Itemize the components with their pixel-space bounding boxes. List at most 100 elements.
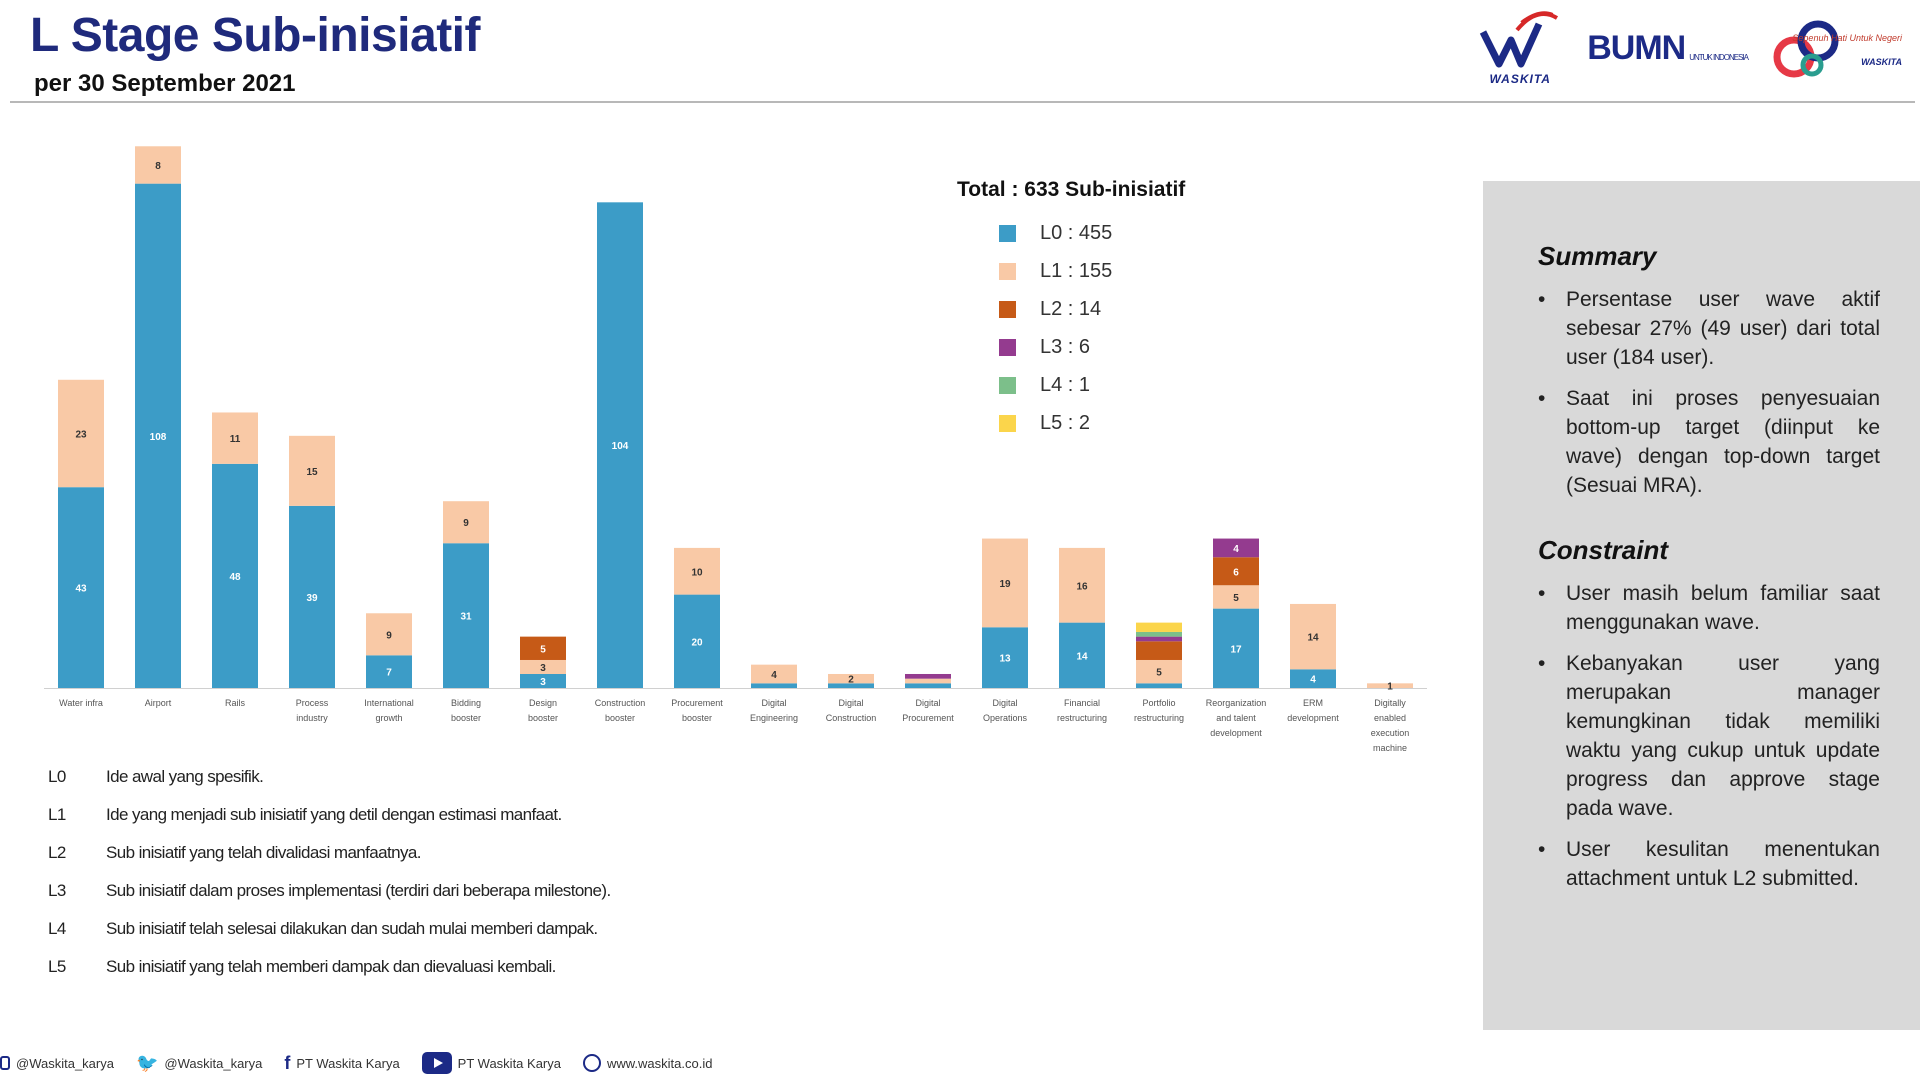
bar-segment-l0 — [520, 673, 566, 688]
data-label: 7 — [386, 668, 392, 679]
x-tick-label: Water infra — [59, 698, 103, 708]
footer-twitter[interactable]: 🐦 @Waskita_karya — [136, 1053, 262, 1074]
legend-item: L5 : 2 — [957, 404, 1185, 442]
legend-item: L2 : 14 — [957, 290, 1185, 328]
definition-text: Ide awal yang spesifik. — [106, 767, 264, 786]
bar-segment-l1 — [1213, 585, 1259, 609]
header-divider — [10, 101, 1915, 103]
definition-level: L1 — [48, 805, 66, 824]
twitter-icon: 🐦 — [135, 1052, 159, 1073]
globe-icon — [582, 1054, 601, 1072]
data-label: 15 — [306, 467, 318, 478]
footer-instagram[interactable]: @Waskita_karya — [0, 1056, 114, 1071]
bar-segment-l0 — [751, 683, 797, 688]
summary-panel: Summary Persentase user wave aktif sebes… — [1483, 181, 1920, 1030]
legend-label: L5 : 2 — [1040, 411, 1091, 434]
bar-segment-l1 — [828, 673, 874, 684]
x-tick-label: Digital Engineering — [750, 698, 798, 723]
definition-level: L2 — [48, 843, 66, 862]
data-label: 19 — [999, 579, 1011, 590]
constraint-heading: Constraint — [1538, 535, 1668, 565]
x-tick-label: Digital Construction — [826, 698, 877, 723]
x-tick-label: Digital Procurement — [902, 698, 954, 723]
anniversary-brand: WASKITA — [1861, 57, 1902, 67]
summary-item: Persentase user wave aktif sebesar 27% (… — [1538, 285, 1880, 372]
data-label: 16 — [1076, 581, 1088, 592]
x-tick-label: Financial restructuring — [1057, 698, 1107, 723]
instagram-handle: @Waskita_karya — [16, 1055, 114, 1071]
legend-swatch — [999, 338, 1016, 356]
bar-segment-l2 — [1136, 641, 1182, 660]
bumn-logo: BUMN UNTUK INDONESIA — [1587, 29, 1749, 68]
bar-segment-l0 — [1059, 622, 1105, 688]
x-tick-label: Reorganization and talent development — [1206, 698, 1267, 738]
data-label: 6 — [1233, 567, 1239, 578]
definition-text: Sub inisiatif yang telah divalidasi manf… — [106, 843, 421, 862]
bar-segment-l0 — [1213, 608, 1259, 688]
bar-segment-l1 — [1059, 547, 1105, 623]
bar-segment-l1 — [135, 146, 181, 184]
legend-label: L3 : 6 — [1040, 335, 1091, 358]
data-label: 5 — [1233, 593, 1239, 604]
x-tick-label: Design booster — [528, 698, 558, 723]
data-label: 8 — [155, 161, 161, 172]
footer-youtube[interactable]: PT Waskita Karya — [421, 1052, 561, 1074]
data-label: 4 — [1233, 544, 1239, 555]
legend-item: L0 : 455 — [957, 214, 1185, 252]
definition-row: L2 Sub inisiatif yang telah divalidasi ma… — [48, 834, 611, 872]
bar-segment-l0 — [289, 505, 335, 688]
data-label: 17 — [1230, 644, 1242, 655]
x-tick-label: Bidding booster — [451, 698, 481, 723]
data-label: 20 — [691, 637, 703, 648]
data-label: 104 — [612, 441, 629, 452]
definition-text: Sub inisiatif telah selesai dilakukan da… — [106, 919, 598, 938]
data-label: 48 — [229, 572, 241, 583]
twitter-handle: @Waskita_karya — [164, 1055, 263, 1071]
footer-social: @Waskita_karya 🐦 @Waskita_karya f PT Was… — [0, 1052, 712, 1074]
bar-segment-l1 — [1136, 659, 1182, 684]
facebook-icon: f — [284, 1052, 291, 1073]
data-label: 9 — [463, 518, 469, 529]
bar-segment-l0 — [58, 487, 104, 688]
data-label: 3 — [540, 677, 546, 688]
definition-level: L5 — [48, 957, 66, 976]
stacked-bar-chart: 43 23 Water infra 108 8 Airport 48 11 Rails 39 15 P… — [0, 105, 1440, 765]
data-label: 13 — [999, 654, 1011, 665]
level-definitions: L0 Ide awal yang spesifik. L1 Ide yang menj… — [48, 758, 611, 986]
x-tick-label: ERM development — [1287, 698, 1339, 723]
bar-segment-l0 — [212, 463, 258, 688]
definition-text: Sub inisiatif dalam proses implementasi … — [106, 881, 611, 900]
bar-segment-l1 — [289, 435, 335, 506]
definition-level: L3 — [48, 881, 66, 900]
constraint-item: Kebanyakan user yang merupakan manager k… — [1538, 649, 1880, 823]
youtube-icon — [421, 1052, 452, 1074]
summary-heading: Summary — [1538, 241, 1657, 271]
data-label: 4 — [771, 670, 777, 681]
legend-swatch — [999, 414, 1016, 432]
waskita-logo-caption: WASKITA — [1489, 72, 1551, 86]
x-tick-label: Process industry — [296, 698, 329, 723]
data-label: 11 — [230, 434, 241, 445]
bar-segment-l2 — [520, 636, 566, 660]
x-tick-label: Construction booster — [595, 698, 646, 723]
legend-swatch — [999, 262, 1016, 280]
definition-text: Ide yang menjadi sub inisiatif yang deti… — [106, 805, 562, 824]
bar-segment-l0 — [1290, 669, 1336, 688]
constraint-item: User masih belum familiar saat menggunak… — [1538, 579, 1880, 637]
footer-facebook[interactable]: f PT Waskita Karya — [284, 1053, 399, 1074]
footer-website[interactable]: www.waskita.co.id — [582, 1054, 712, 1072]
bar-segment-l1 — [751, 664, 797, 684]
bar-segment-l2 — [1213, 557, 1259, 586]
summary-item: Saat ini proses penyesuaian bottom-up ta… — [1538, 384, 1880, 500]
definition-row: L1 Ide yang menjadi sub inisiatif yang de… — [48, 796, 611, 834]
bar-segment-l1 — [674, 547, 720, 595]
bar-segment-l0 — [1136, 683, 1182, 688]
bar-segment-l0 — [828, 683, 874, 688]
bar-segment-l0 — [597, 202, 643, 688]
data-label: 3 — [540, 663, 546, 674]
definition-row: L0 Ide awal yang spesifik. — [48, 758, 611, 796]
bar-segment-l4 — [1136, 631, 1182, 637]
bar-segment-l1 — [1367, 683, 1413, 688]
bar-segment-l0 — [443, 543, 489, 688]
definition-row: L4 Sub inisiatif telah selesai dilakukan … — [48, 910, 611, 948]
